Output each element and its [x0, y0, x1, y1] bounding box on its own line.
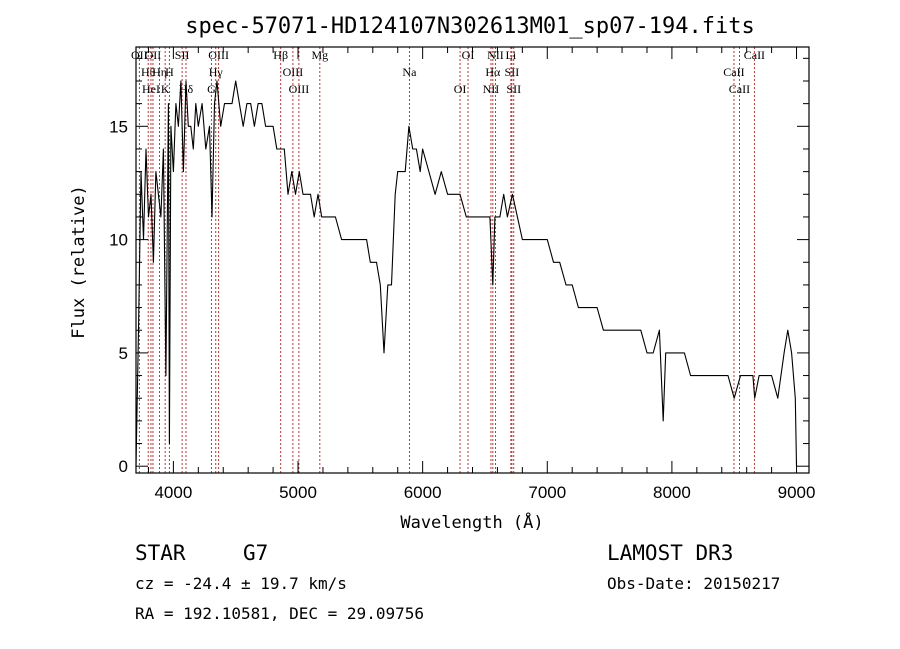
- x-tick-label: 9000: [778, 483, 816, 502]
- coordinates-text: RA = 192.10581, DEC = 29.09756: [135, 604, 424, 623]
- line-marker-label: OI: [462, 48, 475, 62]
- redshift-text: cz = -24.4 ± 19.7 km/s: [135, 574, 347, 593]
- x-tick-label: 5000: [279, 483, 317, 502]
- line-marker-label: K: [161, 82, 170, 96]
- line-marker-label: G: [207, 82, 216, 96]
- line-marker-label: SII: [506, 82, 521, 96]
- line-marker-label: Hγ: [209, 65, 224, 79]
- line-marker-label: NII: [487, 48, 504, 62]
- line-marker-label: OII: [145, 48, 162, 62]
- x-axis-label: Wavelength (Å): [400, 511, 543, 533]
- x-tick-label: 4000: [154, 483, 192, 502]
- object-subclass: G7: [243, 541, 268, 565]
- line-marker-label: SII: [505, 65, 520, 79]
- line-marker-label: SII: [175, 48, 190, 62]
- line-marker-label: Hβ: [273, 48, 288, 62]
- line-marker-label: CaII: [729, 82, 750, 96]
- object-class: STAR: [135, 541, 186, 565]
- line-marker-label: NII: [483, 82, 500, 96]
- spectrum-series: [135, 80, 798, 467]
- y-tick-label: 0: [119, 457, 128, 476]
- line-marker-label: OIII: [208, 48, 229, 62]
- chart-title: spec-57071-HD124107N302613M01_sp07-194.f…: [185, 14, 755, 39]
- line-marker-label: HeI: [142, 82, 160, 96]
- line-marker-label: Na: [402, 65, 417, 79]
- line-marker-label: H: [165, 65, 174, 79]
- y-tick-label: 5: [119, 344, 128, 363]
- line-marker-label: OIII: [283, 65, 304, 79]
- line-marker-label: OII: [131, 48, 148, 62]
- y-tick-label: 15: [109, 117, 128, 136]
- line-marker-label: OI: [454, 82, 467, 96]
- line-marker-label: Hα: [485, 65, 501, 79]
- y-tick-label: 10: [109, 231, 128, 250]
- plot-frame: [135, 46, 810, 474]
- x-tick-label: 6000: [404, 483, 442, 502]
- line-marker-label: OIII: [289, 82, 310, 96]
- axes: 4000 5000 6000 7000 8000 9000 0 5 10 15: [109, 46, 816, 502]
- survey-name: LAMOST DR3: [607, 541, 733, 565]
- line-marker-label: Hη: [152, 65, 167, 79]
- x-tick-label: 7000: [528, 483, 566, 502]
- line-marker-label: CaII: [723, 65, 744, 79]
- line-markers: OIIHθHeIOIIHηKSIIHHδOIIIHγGHβOIIIOIIIMgN…: [131, 47, 765, 473]
- line-marker-label: Mg: [311, 48, 328, 62]
- x-tick-label: 8000: [653, 483, 691, 502]
- line-marker-label: Hθ: [141, 65, 156, 79]
- obs-date: Obs-Date: 20150217: [607, 574, 780, 593]
- spectrum-line: [135, 80, 798, 467]
- y-axis-label: Flux (relative): [69, 185, 89, 339]
- line-marker-label: CaII: [744, 48, 765, 62]
- line-marker-label: Li: [506, 48, 517, 62]
